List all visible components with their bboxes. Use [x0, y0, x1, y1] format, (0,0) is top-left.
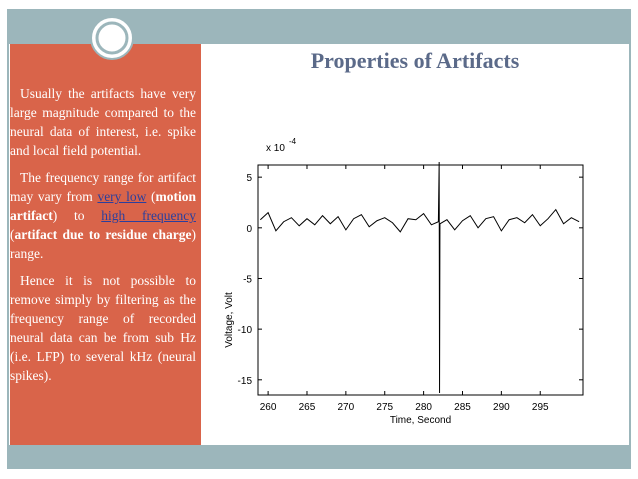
plot-frame: [257, 164, 584, 396]
text-panel: Usually the artifacts have very large ma…: [10, 84, 196, 393]
y-tick-label: 5: [246, 173, 252, 184]
paragraph: Usually the artifacts have very large ma…: [10, 84, 196, 160]
y-tick-label: -15: [238, 376, 253, 387]
x-tick-label: 270: [338, 402, 355, 413]
text: (: [146, 189, 156, 204]
x-tick-label: 295: [532, 402, 549, 413]
link[interactable]: very low: [97, 189, 147, 204]
text: Usually the artifacts have very large ma…: [10, 86, 196, 158]
x-tick-label: 275: [376, 402, 393, 413]
bold-text: motion artifact: [10, 189, 196, 223]
x-tick-label: 285: [454, 402, 471, 413]
x-axis-label: Time, Second: [390, 415, 451, 426]
y-tick-label: 0: [246, 224, 252, 235]
text: Hence it is not possible to remove simpl…: [10, 273, 196, 383]
paragraph: The frequency range for artifact may var…: [10, 168, 196, 263]
paragraph: Hence it is not possible to remove simpl…: [10, 271, 196, 385]
x-tick-label: 280: [415, 402, 432, 413]
text: The frequency range for artifact may var…: [10, 170, 196, 204]
link[interactable]: high frequency: [101, 208, 196, 223]
y-tick-label: -10: [238, 325, 253, 336]
border: [7, 9, 631, 469]
signal-line: [259, 161, 580, 393]
bold-text: artifact due to residue charge: [14, 227, 192, 242]
slide-title: Properties of Artifacts: [310, 48, 520, 73]
text: ) range.: [10, 227, 196, 261]
bottom-band: [9, 445, 629, 467]
x-tick-label: 260: [260, 402, 277, 413]
side-panel: [10, 44, 201, 445]
y-axis-label: Voltage, Volt: [224, 292, 235, 348]
y-multiplier-exponent: -4: [289, 137, 297, 146]
ornament: [95, 21, 129, 55]
x-tick-label: 265: [299, 402, 316, 413]
text: (: [10, 227, 15, 242]
x-tick-label: 290: [493, 402, 510, 413]
text: ) to: [52, 208, 102, 223]
y-multiplier: x 10: [266, 143, 285, 154]
y-tick-label: -5: [243, 274, 252, 285]
